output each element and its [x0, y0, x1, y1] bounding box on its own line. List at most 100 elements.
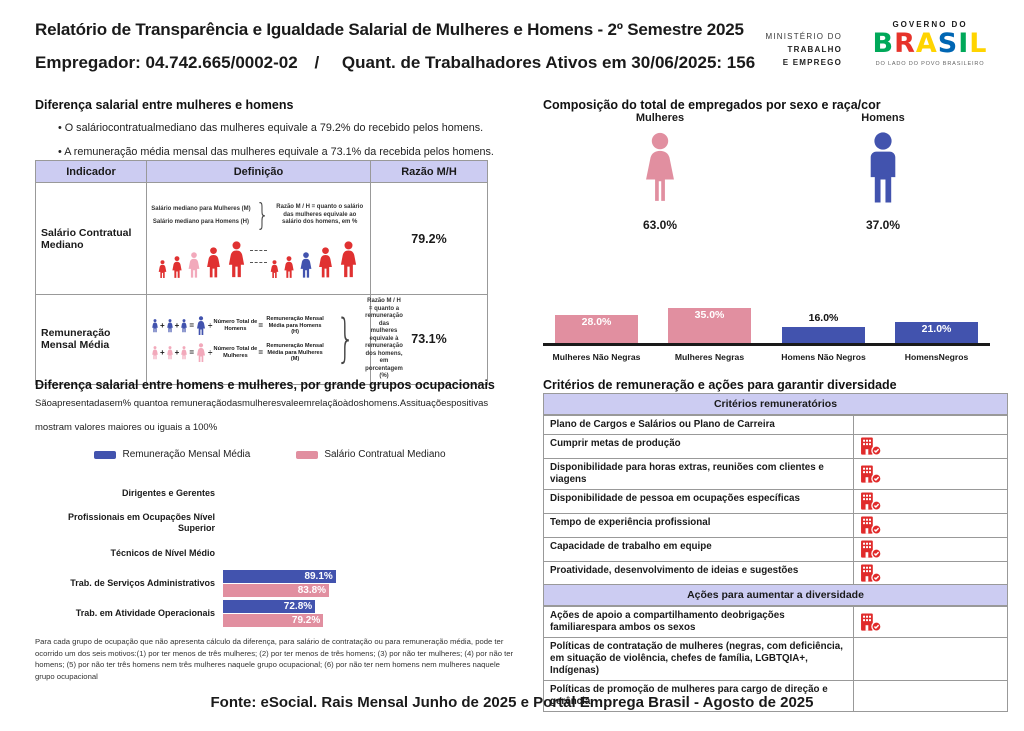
- person-icon: [228, 241, 245, 278]
- page-title: Relatório de Transparência e Igualdade S…: [35, 20, 744, 39]
- criteria-label: Ações de apoio a compartilhamento deobri…: [544, 607, 854, 637]
- criteria-row: Plano de Cargos e Salários ou Plano de C…: [544, 415, 1007, 434]
- criteria-row: Disponibilidade para horas extras, reuni…: [544, 458, 1007, 489]
- criteria-row: Capacidade de trabalho em equipe: [544, 537, 1007, 561]
- page-subtitle: Empregador: 04.742.665/0002-02 / Quant. …: [35, 53, 805, 73]
- indicator-average-pay: Remuneração Mensal Média: [35, 294, 147, 385]
- bar-category-label: Mulheres Negras: [674, 352, 745, 362]
- person-icon: [188, 252, 200, 278]
- legend-label: Salário Contratual Mediano: [324, 449, 446, 460]
- criteria-label: Tempo de experiência profissional: [544, 514, 854, 537]
- section-title-composition: Composição do total de empregados por se…: [543, 98, 881, 112]
- salary-gap-bullets: O saláriocontratualmediano das mulheres …: [58, 116, 498, 164]
- women-average-formula: + + = ÷ Número Total de Mulheres = Remuneração…: [151, 342, 326, 363]
- brasil-wordmark: BRASIL: [854, 29, 1006, 59]
- indicator-median-salary: Salário Contratual Mediano: [35, 182, 147, 295]
- ratio-definition-note: Razão M / H = quanto a remuneração das m…: [365, 298, 403, 379]
- employer-id: Empregador: 04.742.665/0002-02: [35, 53, 298, 72]
- criteria-check-cell: [854, 607, 1007, 637]
- occupational-bars: 89.1% 83.8%: [223, 569, 510, 597]
- criteria-label: Disponibilidade para horas extras, reuni…: [544, 459, 854, 489]
- occupational-category-label: Trab. de Serviços Administrativos: [70, 577, 215, 588]
- ministry-line: MINISTÉRIO DO: [765, 32, 842, 41]
- criteria-check-cell: [854, 459, 1007, 489]
- occupational-row: Trab. de Serviços Administrativos 89.1% 83…: [35, 568, 510, 598]
- criteria-label: Disponibilidade de pessoa em ocupações e…: [544, 490, 854, 513]
- building-check-icon: [861, 437, 882, 456]
- brand-letter: A: [915, 28, 938, 59]
- legend-label: Remuneração Mensal Média: [122, 449, 251, 460]
- man-icon: [818, 132, 948, 214]
- occupational-bar: 79.2%: [223, 613, 324, 627]
- definition-average-pay: + + = ÷ Número Total de Homens = Remuneração M…: [146, 294, 403, 385]
- ratio-average-pay: 73.1%: [370, 294, 488, 385]
- bar-value-label: 16.0%: [808, 312, 839, 324]
- person-icon: [300, 252, 312, 278]
- occupational-category-label: Profissionais em Ocupações Nível Superio…: [67, 512, 215, 533]
- male-percentage: 37.0%: [865, 218, 901, 232]
- person-icon: [152, 318, 158, 333]
- occupational-bar: 72.8%: [223, 599, 316, 613]
- men-figures-group: [269, 241, 360, 279]
- person-icon: [270, 260, 279, 279]
- salary-gap-table: Indicador Definição Razão M/H Salário Co…: [35, 160, 488, 385]
- male-composition: Homens 37.0%: [818, 112, 948, 232]
- brand-letter: L: [969, 28, 988, 59]
- bar-category-label: HomensNegros: [904, 352, 969, 362]
- occupational-category-label: Dirigentes e Gerentes: [121, 487, 215, 498]
- criteria-check-cell: [854, 435, 1007, 458]
- legend-item-median-salary: Salário Contratual Mediano: [296, 449, 446, 460]
- criteria-empty-cell: [854, 638, 1007, 680]
- subtitle-separator: /: [314, 53, 320, 72]
- person-icon: [284, 256, 294, 278]
- people-pictogram: [151, 241, 366, 279]
- criteria-row: Proatividade, desenvolvimento de ideias …: [544, 561, 1007, 585]
- building-check-icon: [861, 492, 882, 511]
- ministry-line: E EMPREGO: [782, 58, 842, 67]
- occupational-description-line2: mostram valores maiores ou iguais a 100%: [35, 422, 218, 433]
- criteria-row: Ações de apoio a compartilhamento deobri…: [544, 606, 1007, 637]
- legend-swatch-blue: [94, 450, 117, 459]
- person-icon: [197, 342, 206, 362]
- criteria-section-header: Critérios remuneratórios: [543, 393, 1008, 415]
- race-bar: 21.0%: [895, 322, 978, 343]
- race-composition-chart: 28.0% Mulheres Não Negras 35.0% Mulheres Ne…: [543, 288, 990, 362]
- median-women-label: Salário mediano para Mulheres (M): [151, 205, 251, 212]
- median-men-label: Salário mediano para Homens (H): [152, 218, 249, 225]
- bar-value-label: 28.0%: [581, 316, 612, 328]
- median-dashed-connector: [250, 250, 267, 263]
- ratio-median-salary: 79.2%: [370, 182, 488, 295]
- person-icon: [181, 345, 188, 360]
- report-header: Relatório de Transparência e Igualdade S…: [35, 20, 805, 73]
- ratio-definition-note: Razão M / H = quanto o salário das mulhe…: [276, 204, 364, 226]
- person-icon: [340, 241, 357, 278]
- occupational-row: Trab. em Atividade Operacionais 72.8% 79.2…: [35, 598, 510, 628]
- criteria-row: Políticas de promoção de mulheres para c…: [544, 680, 1007, 711]
- person-icon: [158, 260, 167, 279]
- section-title-criteria: Critérios de remuneração e ações para ga…: [543, 378, 897, 392]
- legend-item-average-pay: Remuneração Mensal Média: [94, 449, 250, 460]
- occupational-description-line1: Sãoapresentadasem% quantoa remuneraçãoda…: [35, 398, 489, 409]
- governo-do-brasil-logo: GOVERNO DO BRASIL DO LADO DO POVO BRASIL…: [854, 20, 1006, 67]
- criteria-check-cell: [854, 514, 1007, 537]
- criteria-label: Políticas de contratação de mulheres (ne…: [544, 638, 854, 680]
- brace-glyph: }: [336, 309, 355, 370]
- building-check-icon: [861, 612, 882, 632]
- women-figures-group: [157, 241, 248, 279]
- female-label: Mulheres: [635, 112, 685, 124]
- occupational-row: Técnicos de Nível Médio: [35, 538, 510, 568]
- chart-legend: Remuneração Mensal Média Salário Contrat…: [35, 449, 505, 460]
- ministry-line: TRABALHO: [787, 45, 842, 54]
- bar-category-label: Mulheres Não Negras: [552, 352, 641, 362]
- race-bar: 28.0%: [555, 315, 638, 343]
- criteria-check-cell: [854, 538, 1007, 561]
- woman-icon: [595, 132, 725, 214]
- person-icon: [152, 345, 158, 360]
- active-workers-count: Quant. de Trabalhadores Ativos em 30/06/…: [341, 53, 756, 72]
- criteria-row: Políticas de contratação de mulheres (ne…: [544, 637, 1007, 680]
- male-label: Homens: [861, 112, 905, 124]
- brand-letter: S: [937, 28, 959, 59]
- bar-category-label: Homens Não Negros: [781, 352, 866, 362]
- building-check-icon: [861, 464, 882, 484]
